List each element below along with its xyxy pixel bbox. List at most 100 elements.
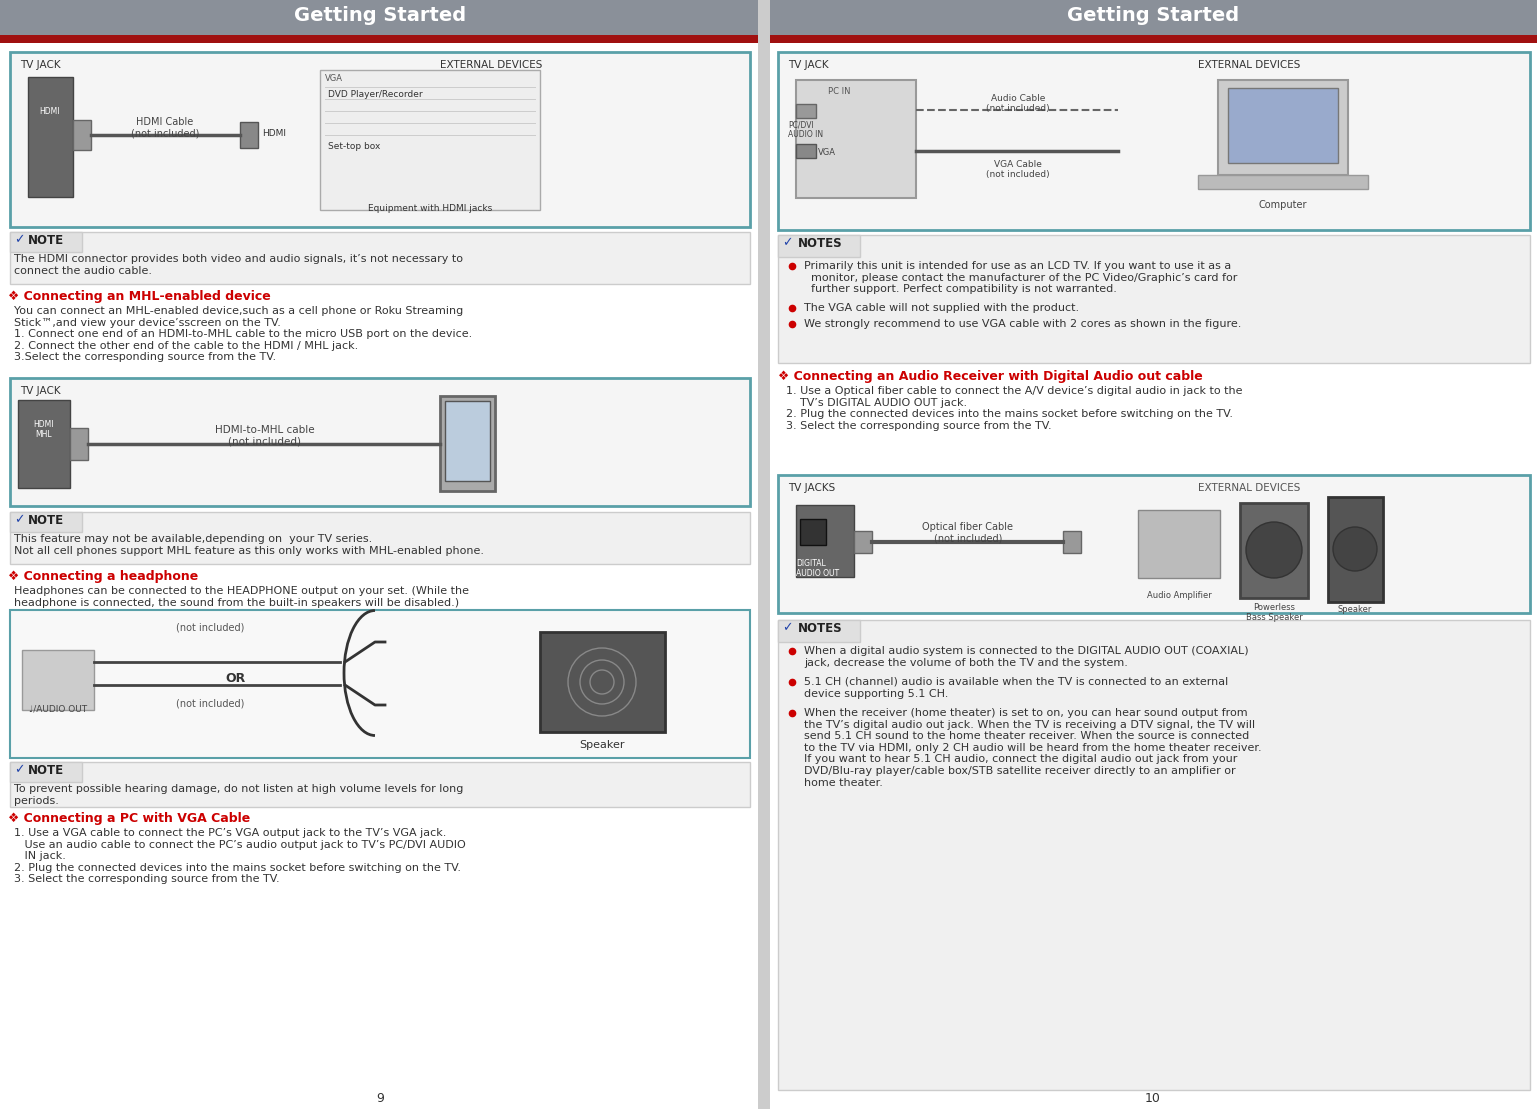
Bar xyxy=(778,235,1529,363)
Text: ❖ Connecting a headphone: ❖ Connecting a headphone xyxy=(8,570,198,583)
Text: 1. Use a VGA cable to connect the PC’s VGA output jack to the TV’s VGA jack.
   : 1. Use a VGA cable to connect the PC’s V… xyxy=(14,828,466,884)
Bar xyxy=(1228,88,1339,163)
Bar xyxy=(778,620,861,642)
Text: DIGITAL
AUDIO OUT: DIGITAL AUDIO OUT xyxy=(796,559,839,579)
Text: Audio Cable
(not included): Audio Cable (not included) xyxy=(987,94,1050,113)
Text: EXTERNAL DEVICES: EXTERNAL DEVICES xyxy=(1197,484,1300,494)
Bar xyxy=(796,505,855,577)
Bar xyxy=(778,52,1529,230)
Text: TV JACK: TV JACK xyxy=(20,60,60,70)
Text: You can connect an MHL-enabled device,such as a cell phone or Roku Streaming
Sti: You can connect an MHL-enabled device,su… xyxy=(14,306,472,363)
Text: (not included): (not included) xyxy=(175,622,244,632)
Text: ❖ Connecting a PC with VGA Cable: ❖ Connecting a PC with VGA Cable xyxy=(8,812,251,825)
Text: TV JACK: TV JACK xyxy=(788,60,828,70)
Bar xyxy=(796,144,816,157)
Text: HDMI: HDMI xyxy=(261,129,286,138)
Text: DVD Player/Recorder: DVD Player/Recorder xyxy=(327,90,423,99)
Text: ♩/AUDIO OUT: ♩/AUDIO OUT xyxy=(29,705,88,714)
Bar xyxy=(1137,510,1220,578)
Text: OR: OR xyxy=(224,672,244,685)
Bar xyxy=(855,531,871,553)
Text: To prevent possible hearing damage, do not listen at high volume levels for long: To prevent possible hearing damage, do n… xyxy=(14,784,463,805)
Text: Computer: Computer xyxy=(1259,200,1308,210)
Text: HDMI Cable
(not included): HDMI Cable (not included) xyxy=(131,118,200,139)
Text: 5.1 CH (channel) audio is available when the TV is connected to an external
devi: 5.1 CH (channel) audio is available when… xyxy=(804,676,1228,699)
Text: Audio Amplifier: Audio Amplifier xyxy=(1147,591,1211,600)
Bar xyxy=(1328,497,1383,602)
Text: This feature may not be available,depending on  your TV series.
Not all cell pho: This feature may not be available,depend… xyxy=(14,535,484,556)
Text: Optical fiber Cable
(not included): Optical fiber Cable (not included) xyxy=(922,522,1013,543)
Text: 9: 9 xyxy=(377,1092,384,1105)
Text: Speaker: Speaker xyxy=(1337,606,1373,614)
Bar xyxy=(11,378,750,506)
Bar xyxy=(11,232,750,284)
Text: Getting Started: Getting Started xyxy=(1067,6,1239,26)
Bar xyxy=(770,35,1537,43)
Text: The HDMI connector provides both video and audio signals, it’s not necessary to
: The HDMI connector provides both video a… xyxy=(14,254,463,276)
Bar xyxy=(796,104,816,118)
Bar xyxy=(11,610,750,757)
Bar xyxy=(0,35,759,43)
Text: 10: 10 xyxy=(1145,1092,1160,1105)
Circle shape xyxy=(1333,527,1377,571)
Text: HDMI-to-MHL cable
(not included): HDMI-to-MHL cable (not included) xyxy=(215,425,315,447)
Text: VGA: VGA xyxy=(818,147,836,157)
Bar xyxy=(539,632,666,732)
Text: HDMI
MHL: HDMI MHL xyxy=(34,420,54,439)
Bar xyxy=(799,519,825,545)
Text: NOTE: NOTE xyxy=(28,764,65,777)
Text: VGA: VGA xyxy=(324,74,343,83)
Text: 1. Use a Optical fiber cable to connect the A/V device’s digital audio in jack t: 1. Use a Optical fiber cable to connect … xyxy=(785,386,1242,430)
Text: ✓: ✓ xyxy=(14,763,25,776)
Text: (not included): (not included) xyxy=(175,698,244,708)
Text: VGA Cable
(not included): VGA Cable (not included) xyxy=(987,160,1050,180)
Text: Headphones can be connected to the HEADPHONE output on your set. (While the
head: Headphones can be connected to the HEADP… xyxy=(14,586,469,608)
Text: ✓: ✓ xyxy=(782,236,793,250)
Bar xyxy=(18,400,71,488)
Bar xyxy=(1217,80,1348,175)
Text: ❖ Connecting an Audio Receiver with Digital Audio out cable: ❖ Connecting an Audio Receiver with Digi… xyxy=(778,370,1203,383)
Bar xyxy=(11,52,750,227)
Text: Speaker: Speaker xyxy=(579,740,624,750)
Text: EXTERNAL DEVICES: EXTERNAL DEVICES xyxy=(1197,60,1300,70)
Text: TV JACKS: TV JACKS xyxy=(788,484,835,494)
Text: EXTERNAL DEVICES: EXTERNAL DEVICES xyxy=(440,60,543,70)
Text: Equipment with HDMI jacks: Equipment with HDMI jacks xyxy=(367,204,492,213)
Bar xyxy=(0,0,759,35)
Bar xyxy=(1064,531,1081,553)
Text: When the receiver (home theater) is set to on, you can hear sound output from
th: When the receiver (home theater) is set … xyxy=(804,708,1262,787)
Text: NOTES: NOTES xyxy=(798,622,842,635)
Bar xyxy=(778,620,1529,1090)
Bar xyxy=(758,0,770,1109)
Text: Primarily this unit is intended for use as an LCD TV. If you want to use it as a: Primarily this unit is intended for use … xyxy=(804,261,1237,294)
Text: PC IN: PC IN xyxy=(828,87,850,96)
Text: Powerless
Bass Speaker: Powerless Bass Speaker xyxy=(1245,603,1302,622)
Text: HDMI: HDMI xyxy=(40,106,60,116)
Bar xyxy=(11,512,81,532)
Bar xyxy=(778,475,1529,613)
Bar xyxy=(72,120,91,150)
Bar xyxy=(1197,175,1368,189)
Bar xyxy=(778,235,861,257)
Text: NOTE: NOTE xyxy=(28,234,65,247)
Bar xyxy=(440,396,495,491)
Bar xyxy=(11,232,81,252)
Bar xyxy=(11,762,750,807)
Bar xyxy=(796,80,916,199)
Text: We strongly recommend to use VGA cable with 2 cores as shown in the figure.: We strongly recommend to use VGA cable w… xyxy=(804,319,1242,329)
Bar xyxy=(11,762,81,782)
Text: ✓: ✓ xyxy=(14,513,25,526)
Text: ❖ Connecting an MHL-enabled device: ❖ Connecting an MHL-enabled device xyxy=(8,289,271,303)
Text: ✓: ✓ xyxy=(14,233,25,246)
Bar xyxy=(28,77,72,197)
Bar xyxy=(770,0,1537,35)
Bar xyxy=(320,70,539,210)
Text: TV JACK: TV JACK xyxy=(20,386,60,396)
Bar xyxy=(446,401,490,481)
Text: The VGA cable will not supplied with the product.: The VGA cable will not supplied with the… xyxy=(804,303,1079,313)
Bar xyxy=(240,122,258,147)
Text: PC/DVI
AUDIO IN: PC/DVI AUDIO IN xyxy=(788,120,824,140)
Bar xyxy=(22,650,94,710)
Bar xyxy=(71,428,88,460)
Text: Getting Started: Getting Started xyxy=(294,6,466,26)
